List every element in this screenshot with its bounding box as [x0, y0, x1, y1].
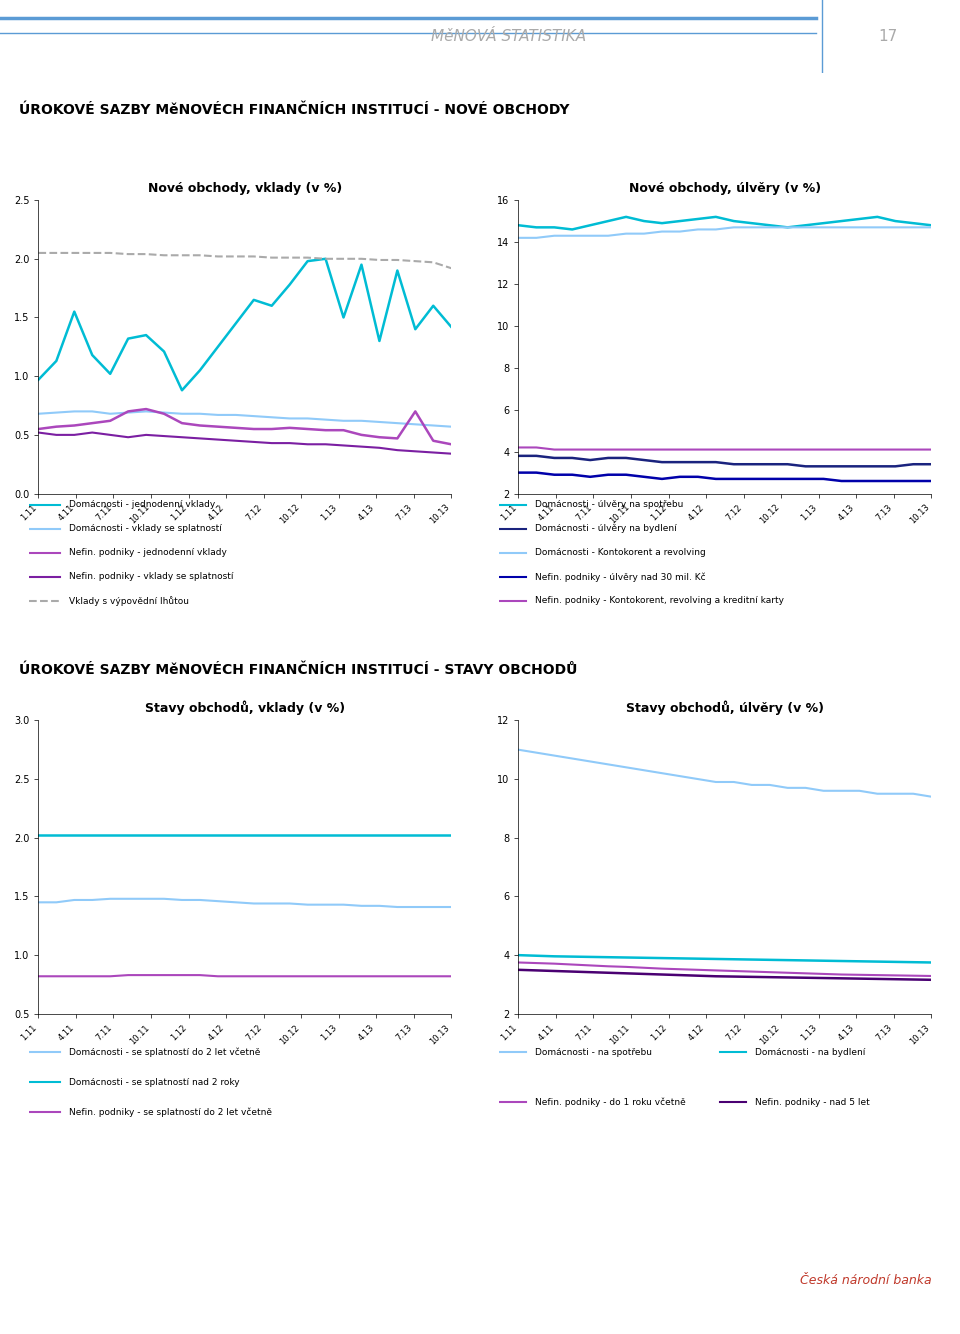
Text: Domácnosti - úlvěry na spotřebu: Domácnosti - úlvěry na spotřebu — [535, 500, 683, 510]
Text: Nefin. podniky - úlvěry nad 30 mil. Kč: Nefin. podniky - úlvěry nad 30 mil. Kč — [535, 572, 706, 582]
Text: Domácnosti - se splatností nad 2 roky: Domácnosti - se splatností nad 2 roky — [68, 1078, 239, 1087]
Text: Nefin. podniky - do 1 roku včetně: Nefin. podniky - do 1 roku včetně — [535, 1098, 685, 1107]
Text: Domácnosti - na spotřebu: Domácnosti - na spotřebu — [535, 1047, 652, 1057]
Text: Domácnosti - se splatností do 2 let včetně: Domácnosti - se splatností do 2 let včet… — [68, 1047, 260, 1057]
Title: Nové obchody, úlvěry (v %): Nové obchody, úlvěry (v %) — [629, 181, 821, 195]
Text: ÚROKOVÉ SAZBY MěNOVÉCH FINANČNÍCH INSTITUCÍ - STAVY OBCHODŮ: ÚROKOVÉ SAZBY MěNOVÉCH FINANČNÍCH INSTIT… — [19, 663, 578, 678]
Title: Stavy obchodů, úlvěry (v %): Stavy obchodů, úlvěry (v %) — [626, 700, 824, 715]
Text: Nefin. podniky - Kontokorent, revolving a kreditní karty: Nefin. podniky - Kontokorent, revolving … — [535, 596, 783, 606]
Text: Domácnosti - Kontokorent a revolving: Domácnosti - Kontokorent a revolving — [535, 548, 706, 558]
Text: Nefin. podniky - jednodenní vklady: Nefin. podniky - jednodenní vklady — [68, 548, 227, 558]
Text: Nefin. podniky - vklady se splatností: Nefin. podniky - vklady se splatností — [68, 572, 233, 582]
Title: Stavy obchodů, vklady (v %): Stavy obchodů, vklady (v %) — [145, 700, 345, 715]
Text: ÚROKOVÉ SAZBY MěNOVÉCH FINANČNÍCH INSTITUCÍ - NOVÉ OBCHODY: ÚROKOVÉ SAZBY MěNOVÉCH FINANČNÍCH INSTIT… — [19, 103, 569, 117]
Text: 17: 17 — [878, 29, 898, 44]
Text: MěNOVÁ STATISTIKA: MěNOVÁ STATISTIKA — [431, 29, 587, 44]
Text: Nefin. podniky - se splatností do 2 let včetně: Nefin. podniky - se splatností do 2 let … — [68, 1107, 272, 1117]
Text: Domácnosti - úlvěry na bydlení: Domácnosti - úlvěry na bydlení — [535, 524, 676, 534]
Text: Domácnosti - vklady se splatností: Domácnosti - vklady se splatností — [68, 524, 222, 534]
Text: Domácnosti - jednodenní vklady: Domácnosti - jednodenní vklady — [68, 500, 215, 510]
Text: Vklady s výpovědní lhůtou: Vklady s výpovědní lhůtou — [68, 596, 188, 606]
Title: Nové obchody, vklady (v %): Nové obchody, vklady (v %) — [148, 181, 342, 195]
Text: Domácnosti - na bydlení: Domácnosti - na bydlení — [756, 1047, 866, 1057]
Text: Česká národní banka: Česká národní banka — [800, 1274, 931, 1287]
Text: Nefin. podniky - nad 5 let: Nefin. podniky - nad 5 let — [756, 1098, 870, 1107]
